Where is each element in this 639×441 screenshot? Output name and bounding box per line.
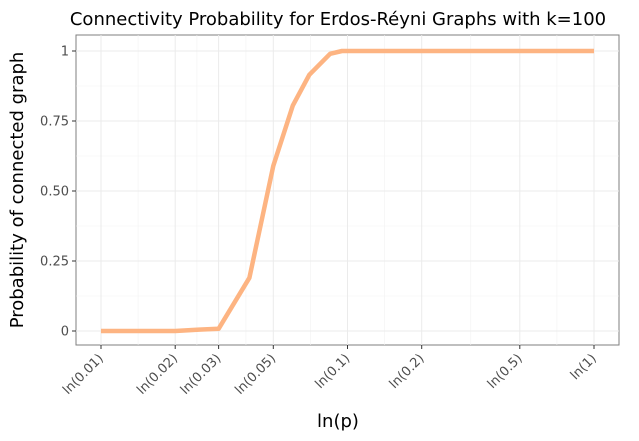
x-tick-label: ln(0.1) bbox=[313, 351, 354, 392]
x-tick-label: ln(0.2) bbox=[387, 351, 428, 392]
y-tick-label: 0.50 bbox=[40, 185, 69, 200]
x-axis-title: ln(p) bbox=[317, 411, 359, 432]
x-tick-label: ln(0.5) bbox=[485, 351, 526, 392]
y-tick-label: 0.25 bbox=[40, 255, 69, 270]
y-axis: 0 0.25 0.50 0.75 1 bbox=[40, 45, 76, 340]
x-axis: ln(0.01) ln(0.02)ln(0.03) ln(0.05) ln(0.1) l… bbox=[60, 345, 600, 398]
x-tick-label: ln(0.03) bbox=[178, 351, 225, 398]
y-axis-title: Probability of connected graph bbox=[7, 52, 28, 329]
series-layer bbox=[101, 48, 594, 334]
y-tick-label: 0 bbox=[61, 325, 69, 340]
x-tick-label: ln(1) bbox=[568, 351, 600, 383]
x-tick-label: ln(0.02) bbox=[134, 351, 181, 398]
x-tick-label: ln(0.05) bbox=[232, 351, 279, 398]
x-tick-label: ln(0.01) bbox=[60, 351, 107, 398]
y-tick-label: 1 bbox=[61, 45, 69, 60]
chart-title: Connectivity Probability for Erdos-Réyni… bbox=[70, 9, 606, 30]
grid-layer bbox=[76, 35, 619, 345]
series-line bbox=[101, 48, 594, 334]
y-tick-label: 0.75 bbox=[40, 115, 69, 130]
